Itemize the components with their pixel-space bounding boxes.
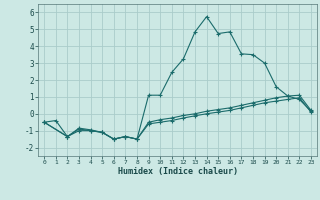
X-axis label: Humidex (Indice chaleur): Humidex (Indice chaleur) bbox=[118, 167, 238, 176]
